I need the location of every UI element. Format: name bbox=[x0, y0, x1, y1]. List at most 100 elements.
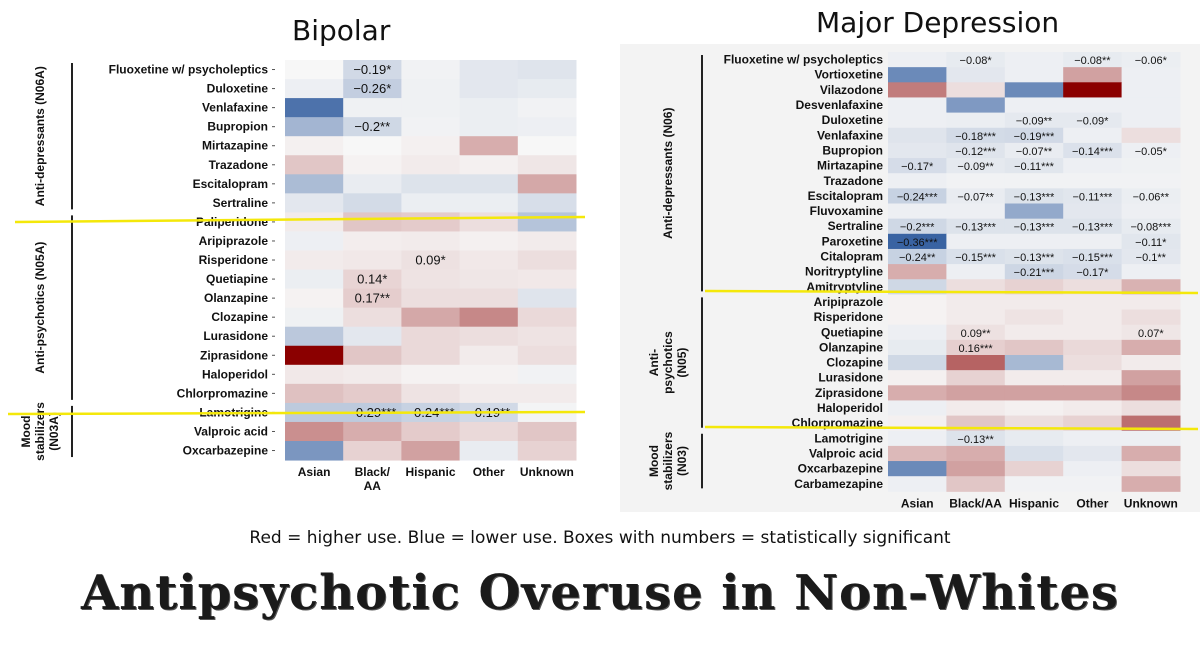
depression-cell bbox=[888, 476, 947, 492]
depression-group-divider bbox=[704, 425, 1199, 431]
bipolar-cell-label: 0.14* bbox=[357, 272, 387, 287]
depression-group-label-anti-psychotics-n05: Anti-psychotics(N05) bbox=[647, 331, 689, 394]
depression-cell bbox=[888, 173, 947, 189]
depression-cell bbox=[1063, 309, 1123, 326]
bipolar-cell bbox=[285, 193, 344, 213]
depression-cell bbox=[946, 370, 1006, 386]
depression-cell-label: −0.36*** bbox=[897, 237, 938, 249]
bipolar-cell bbox=[459, 441, 519, 461]
depression-cell bbox=[946, 248, 1006, 265]
depression-cell bbox=[1004, 52, 1064, 68]
depression-row-label-carbamezapine: Carbamezapine bbox=[794, 477, 883, 491]
depression-cell bbox=[946, 385, 1006, 401]
depression-cell bbox=[1063, 476, 1123, 492]
depression-cell-label: −0.24** bbox=[899, 252, 936, 264]
bipolar-cell bbox=[459, 288, 519, 309]
depression-cell bbox=[1121, 158, 1181, 174]
depression-cell bbox=[1063, 445, 1123, 462]
depression-cell-label: −0.09** bbox=[957, 161, 994, 173]
depression-cell bbox=[1004, 188, 1064, 204]
bipolar-row-label-valproic-acid: Valproic acid bbox=[194, 424, 268, 438]
depression-cell bbox=[1063, 233, 1123, 250]
depression-cell bbox=[1004, 112, 1064, 129]
bipolar-cell bbox=[459, 326, 519, 347]
depression-col-label-hispanic: Hispanic bbox=[1009, 496, 1059, 510]
bipolar-cell bbox=[401, 136, 461, 156]
depression-cell-label: −0.11*** bbox=[1014, 161, 1055, 173]
depression-cell bbox=[1121, 173, 1181, 189]
bipolar-row-label-venlafaxine: Venlafaxine bbox=[202, 101, 268, 115]
depression-cell-label: 0.16*** bbox=[958, 343, 993, 355]
depression-cell bbox=[888, 309, 947, 326]
depression-cell bbox=[946, 461, 1006, 477]
bipolar-cell bbox=[285, 441, 344, 461]
bipolar-row-label-oxcarbazepine: Oxcarbazepine bbox=[183, 444, 269, 458]
depression-cell bbox=[1004, 445, 1064, 462]
bipolar-cell bbox=[459, 174, 519, 194]
depression-cell bbox=[1004, 339, 1064, 356]
depression-cell bbox=[1063, 430, 1123, 447]
depression-cell bbox=[946, 264, 1006, 280]
depression-cell bbox=[1121, 188, 1181, 204]
depression-cell bbox=[888, 112, 947, 129]
bipolar-cell-label: −0.2** bbox=[354, 119, 390, 134]
depression-cell-label: −0.13*** bbox=[1014, 252, 1055, 264]
depression-cell bbox=[1121, 248, 1181, 265]
depression-cell-label: −0.06* bbox=[1135, 55, 1168, 67]
depression-cell bbox=[1063, 248, 1123, 265]
depression-cell bbox=[1063, 82, 1123, 98]
bipolar-cell bbox=[459, 60, 519, 80]
major-depression-panel: Major Depression Fluoxetine w/ psycholep… bbox=[620, 0, 1200, 520]
bipolar-cell bbox=[459, 364, 519, 385]
depression-cell bbox=[946, 142, 1006, 159]
bipolar-cell bbox=[401, 231, 461, 251]
depression-cell bbox=[888, 294, 947, 311]
depression-cell bbox=[888, 158, 947, 174]
bipolar-group-label-anti-psychotics-n05a: Anti-psychotics (N05A) bbox=[33, 242, 47, 374]
depression-cell bbox=[946, 430, 1006, 447]
bipolar-cell bbox=[401, 307, 461, 328]
depression-cell-label: −0.09** bbox=[1016, 116, 1053, 128]
depression-cell bbox=[1004, 82, 1064, 98]
bipolar-row-label-fluoxetine-w-psycholeptics: Fluoxetine w/ psycholeptics bbox=[109, 63, 269, 77]
depression-col-label-unknown: Unknown bbox=[1124, 496, 1178, 510]
depression-cell bbox=[1004, 279, 1064, 295]
depression-cell bbox=[1121, 445, 1181, 462]
depression-cell bbox=[888, 400, 947, 417]
bipolar-cell bbox=[401, 421, 461, 442]
depression-cell bbox=[1004, 370, 1064, 386]
bipolar-cell bbox=[401, 60, 461, 80]
bipolar-cell bbox=[401, 326, 461, 347]
depression-cell bbox=[1004, 476, 1064, 492]
bipolar-cell bbox=[459, 212, 519, 232]
bipolar-cell bbox=[343, 212, 402, 232]
depression-cell bbox=[1004, 430, 1064, 447]
depression-row-label-risperidone: Risperidone bbox=[814, 310, 884, 324]
depression-cell bbox=[1121, 112, 1181, 129]
depression-cell bbox=[888, 248, 947, 265]
depression-cell bbox=[1121, 430, 1181, 447]
depression-cell bbox=[1004, 248, 1064, 265]
depression-row-label-aripiprazole: Aripiprazole bbox=[814, 295, 884, 309]
depression-cell bbox=[1121, 218, 1181, 235]
bipolar-cell bbox=[517, 441, 577, 461]
depression-cell bbox=[946, 309, 1006, 326]
depression-cell bbox=[1121, 264, 1181, 280]
bipolar-group-label-anti-depressants-n06a: Anti-depressants (N06A) bbox=[33, 66, 47, 206]
bipolar-row-label-aripiprazole: Aripiprazole bbox=[199, 234, 269, 248]
depression-cell-label: −0.07** bbox=[1016, 146, 1053, 158]
depression-cell bbox=[1004, 97, 1064, 114]
depression-cell-label: −0.06** bbox=[1133, 191, 1170, 203]
bipolar-row-label-trazadone: Trazadone bbox=[209, 158, 269, 172]
depression-cell-label: −0.14*** bbox=[1072, 146, 1113, 158]
depression-cell bbox=[1121, 461, 1181, 477]
depression-cell-label: −0.13*** bbox=[955, 222, 996, 234]
depression-cell bbox=[946, 82, 1006, 98]
bipolar-cell bbox=[343, 117, 402, 137]
bipolar-heatmap: Fluoxetine w/ psycholeptics −0.19* Duloxet… bbox=[7, 60, 586, 493]
depression-col-label-other: Other bbox=[1076, 496, 1108, 510]
bipolar-cell bbox=[285, 79, 344, 99]
depression-row-label-oxcarbazepine: Oxcarbazepine bbox=[798, 462, 884, 476]
depression-cell-label: 0.09** bbox=[961, 328, 992, 340]
depression-row-label-escitalopram: Escitalopram bbox=[808, 189, 883, 203]
